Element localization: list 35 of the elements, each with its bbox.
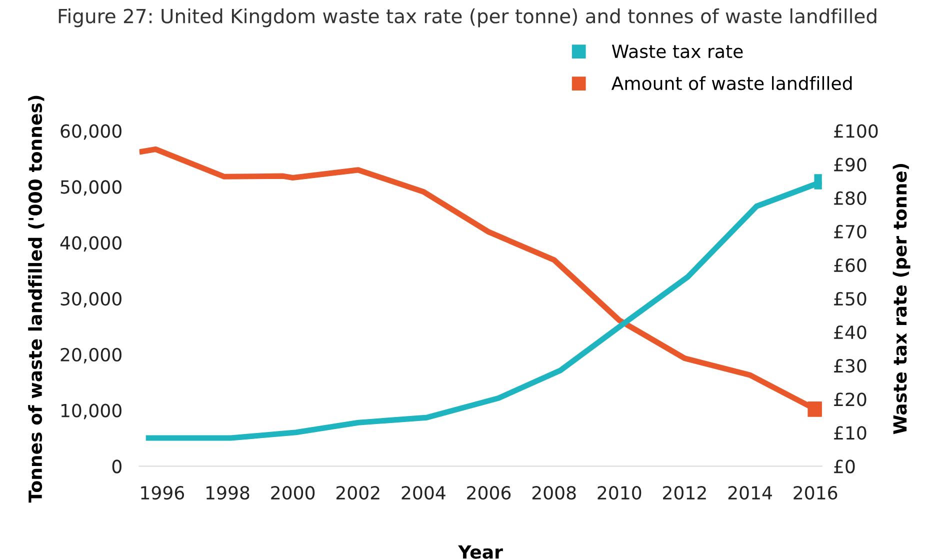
y2-tick-label: £0 bbox=[834, 460, 855, 474]
x-tick-label: 2002 bbox=[336, 486, 380, 500]
x-tick-label: 2000 bbox=[271, 486, 315, 500]
x-axis-title: Year bbox=[458, 545, 503, 559]
x-tick-label: 2016 bbox=[794, 486, 838, 500]
y2-tick-label: £10 bbox=[834, 426, 866, 440]
y-tick-label: 60,000 bbox=[60, 124, 122, 140]
y2-tick-label: £30 bbox=[834, 359, 866, 373]
y2-tick-label: £90 bbox=[834, 158, 866, 172]
legend-label: Amount of waste landfilled bbox=[611, 76, 852, 90]
y2-tick-label: £40 bbox=[834, 326, 866, 340]
y2-tick-label: £50 bbox=[834, 292, 866, 306]
y-axis-title: Tonnes of waste landfilled ('000 tonnes) bbox=[28, 96, 44, 503]
x-tick-label: 1998 bbox=[206, 486, 250, 500]
x-tick-label: 1996 bbox=[141, 486, 184, 500]
x-tick-label: 2006 bbox=[467, 486, 511, 500]
y2-tick-label: £60 bbox=[834, 258, 866, 272]
y2-axis-title: Waste tax rate (per tonne) bbox=[892, 164, 910, 434]
y2-tick-label: £80 bbox=[834, 191, 866, 205]
y-tick-label: 40,000 bbox=[60, 236, 122, 252]
y2-tick-label: £20 bbox=[834, 392, 866, 406]
x-tick-label: 2010 bbox=[598, 486, 642, 500]
x-tick-label: 2004 bbox=[402, 486, 446, 500]
y-tick-label: 50,000 bbox=[60, 180, 122, 196]
y-tick-label: 30,000 bbox=[60, 292, 122, 308]
y-tick-label: 20,000 bbox=[60, 348, 122, 364]
y2-tick-label: £70 bbox=[834, 224, 866, 239]
y-tick-label: 0 bbox=[112, 460, 122, 474]
x-tick-label: 2008 bbox=[532, 486, 576, 500]
chart-title: Figure 27: United Kingdom waste tax rate (per tonne) and tonnes of waste landfilled bbox=[58, 8, 876, 28]
y-tick-label: 10,000 bbox=[61, 404, 122, 420]
x-tick-label: 2014 bbox=[728, 486, 772, 500]
x-tick-label: 2012 bbox=[663, 486, 706, 500]
y2-tick-label: £100 bbox=[834, 124, 878, 138]
legend-label: Waste tax rate bbox=[612, 44, 743, 58]
